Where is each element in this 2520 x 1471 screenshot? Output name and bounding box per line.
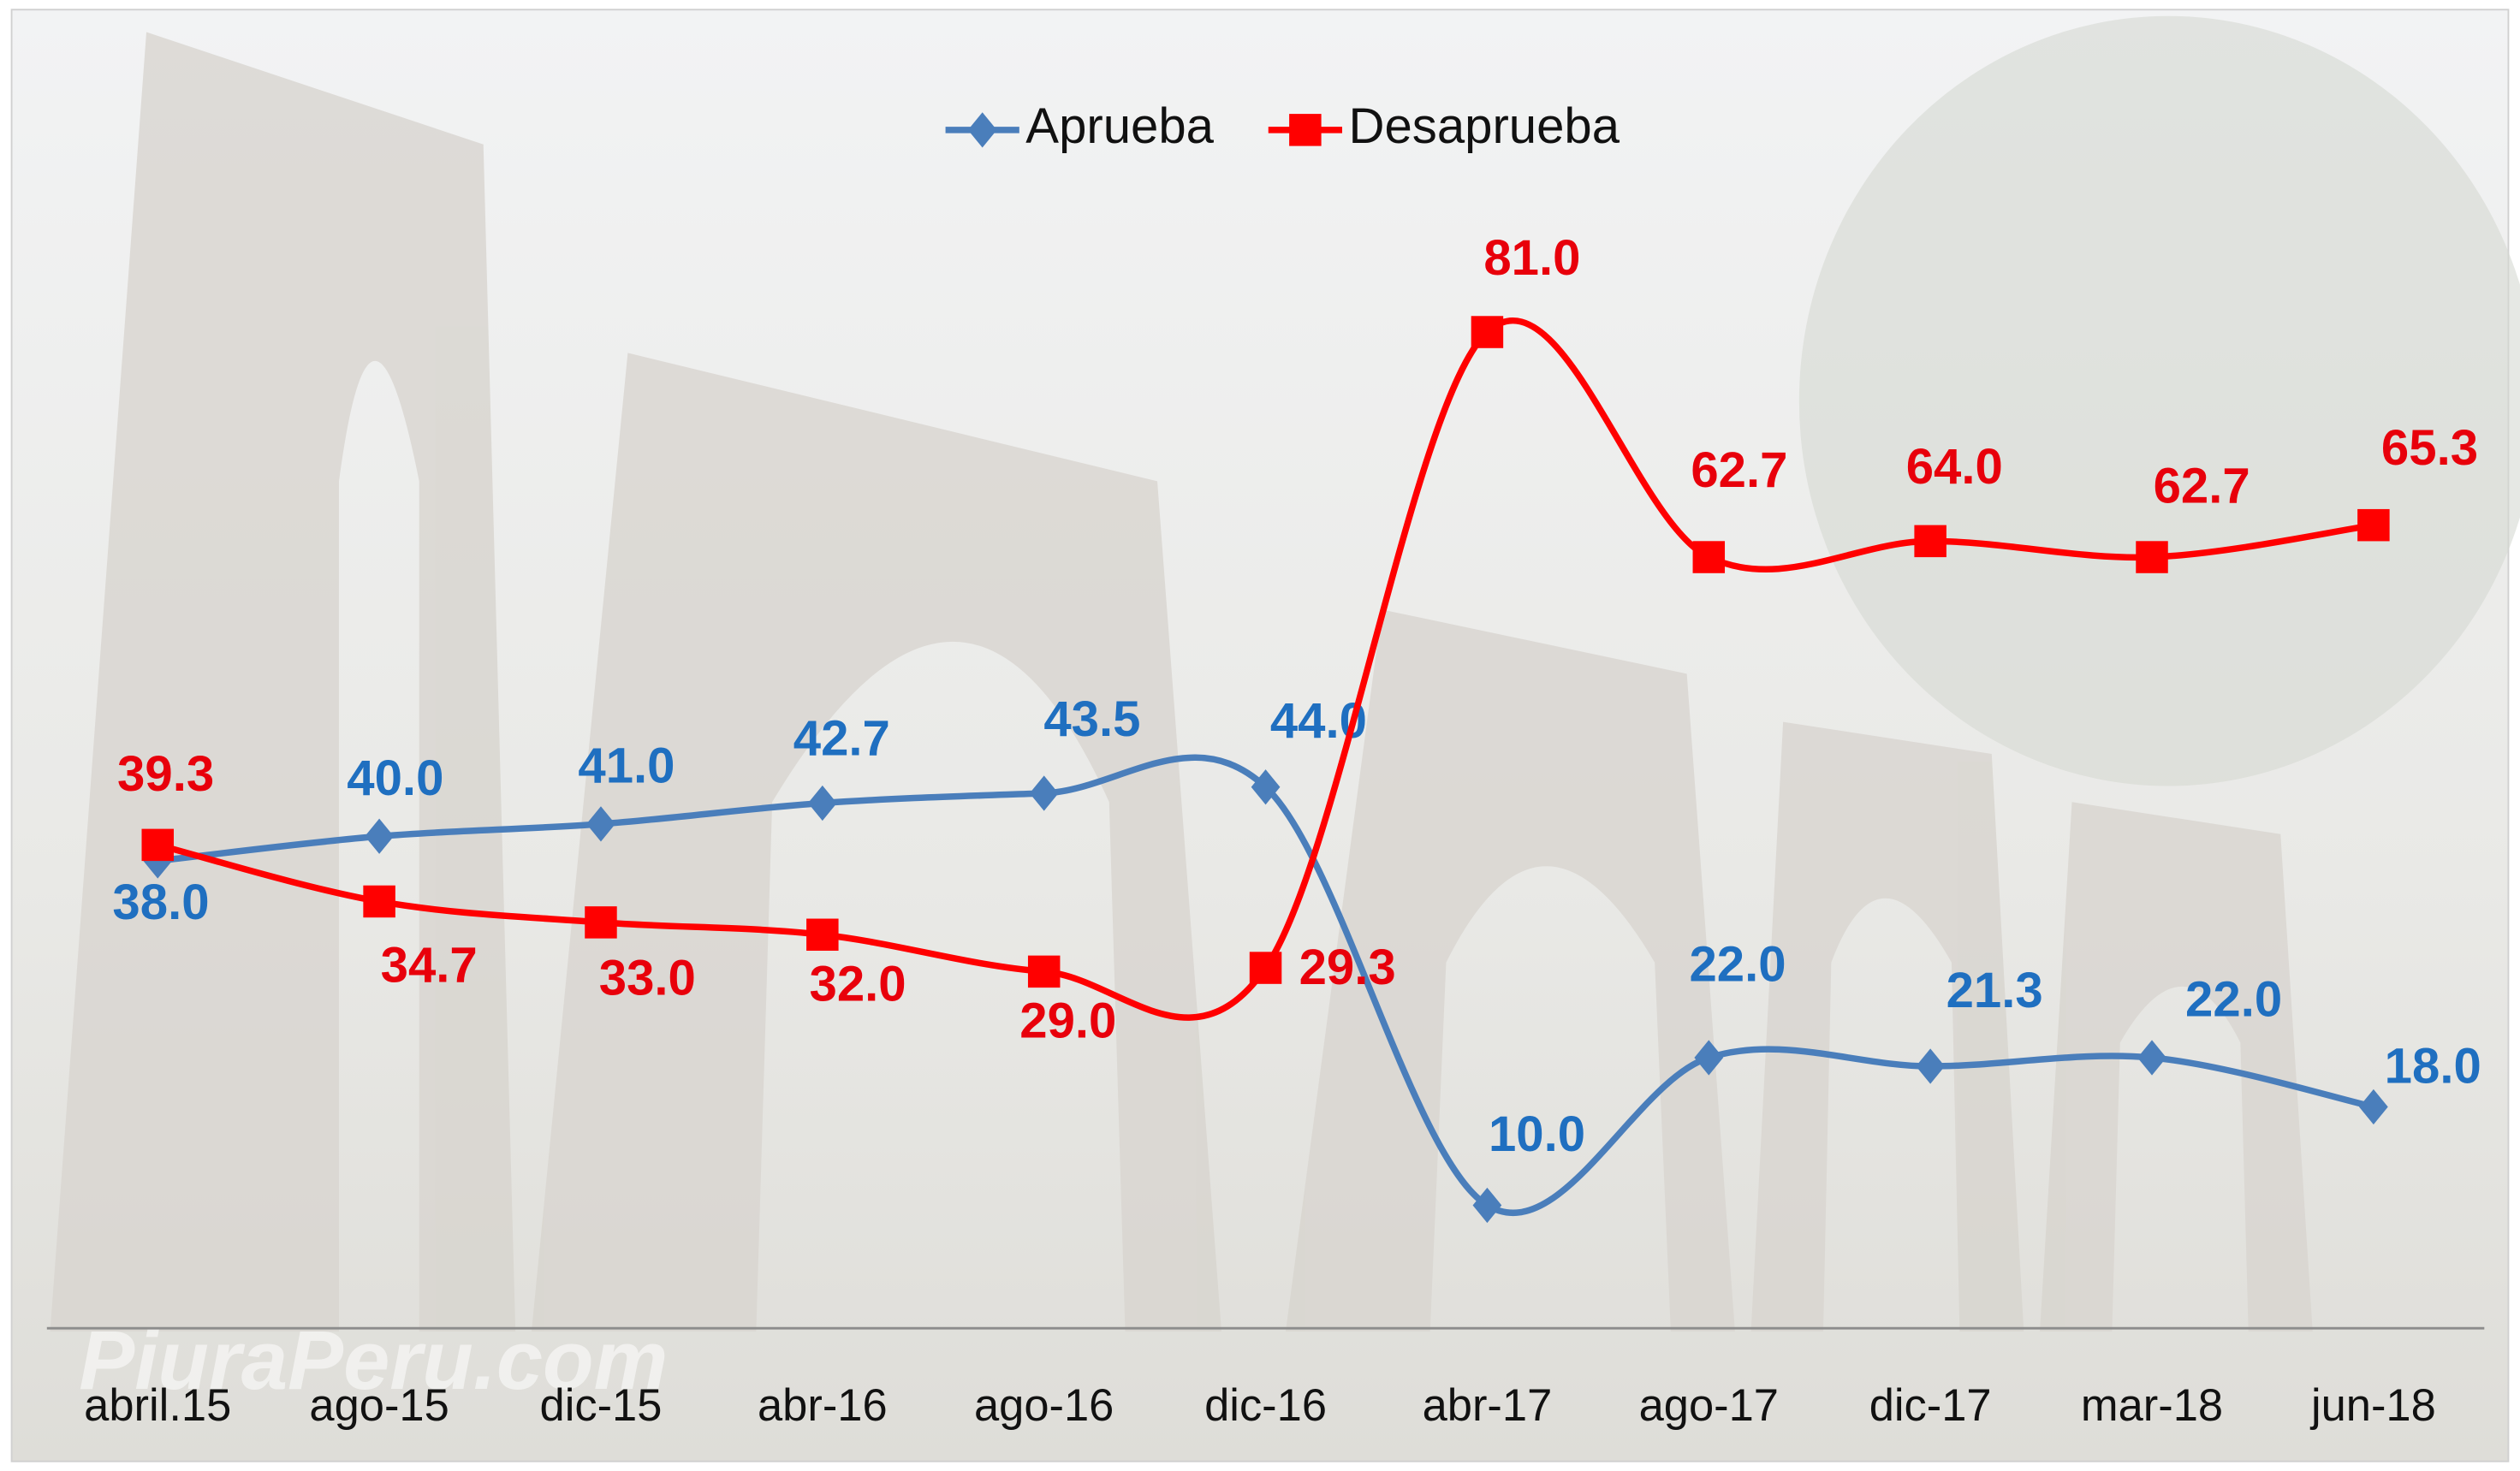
data-label: 21.3 [1946,963,2043,1018]
x-tick-label: abr-17 [1423,1380,1553,1431]
data-label: 22.0 [2185,972,2282,1028]
marker [363,885,395,918]
x-tick-label: dic-17 [1869,1380,1992,1431]
background-tree [1798,15,2520,786]
marker [2357,508,2390,542]
x-tick-label: ago-17 [1639,1380,1779,1431]
marker [586,806,615,842]
marker [1472,1187,1502,1224]
marker [2137,1040,2166,1076]
x-tick-label: dic-15 [540,1380,663,1431]
marker [1471,316,1504,348]
data-label: 29.0 [1019,994,1116,1049]
x-tick-label: ago-15 [309,1380,449,1431]
data-label: 34.7 [381,938,478,994]
data-label: 40.0 [347,750,443,806]
data-label: 29.3 [1299,940,1396,995]
x-tick-label: abr-16 [758,1380,888,1431]
marker [806,918,839,952]
data-label: 38.0 [112,875,209,930]
data-label: 62.7 [1691,442,1787,498]
marker [1694,1040,1724,1076]
x-tick-label: jun-18 [2309,1380,2436,1431]
data-label: 65.3 [2381,420,2478,476]
marker [1249,952,1282,984]
legend-marker [1289,114,1322,146]
series-0: 38.040.0 41.0 42.7 43.5 44.010.022.0 21.3 22.0… [112,691,2481,1224]
line [157,754,2374,1216]
marker [1692,541,1726,573]
data-label: 22.0 [1689,936,1786,992]
data-label: 42.7 [793,711,890,767]
data-label: 81.0 [1483,230,1580,286]
x-tick-label: ago-16 [974,1380,1114,1431]
data-label: 64.0 [1906,439,2003,495]
data-label: 10.0 [1489,1106,1585,1162]
marker [2136,541,2168,573]
data-label: 18.0 [2385,1039,2481,1094]
background-arches [50,32,2313,1332]
marker [1027,955,1061,988]
x-tick-label: mar-18 [2081,1380,2223,1431]
data-label: 41.0 [578,738,675,794]
data-label: 39.3 [117,746,214,802]
marker [365,818,394,854]
legend-label: Aprueba [1025,98,1214,154]
data-label: 43.5 [1043,691,1140,747]
legend: Aprueba Desaprueba [945,98,1620,154]
x-tick-label: dic-16 [1204,1380,1327,1431]
marker [141,828,174,862]
data-label: 32.0 [810,956,906,1011]
marker [1251,769,1281,805]
data-label: 62.7 [2154,459,2250,514]
series-1: 39.3 34.7 33.0 32.0 29.0 29.3 81.0 62.7 64.0 62.7… [117,230,2478,1049]
marker [585,906,617,939]
x-tick-label: abril.15 [84,1380,231,1431]
data-label: 33.0 [599,951,696,1006]
legend-label: Desaprueba [1348,98,1620,154]
line [157,317,2374,1021]
marker [1914,525,1946,558]
